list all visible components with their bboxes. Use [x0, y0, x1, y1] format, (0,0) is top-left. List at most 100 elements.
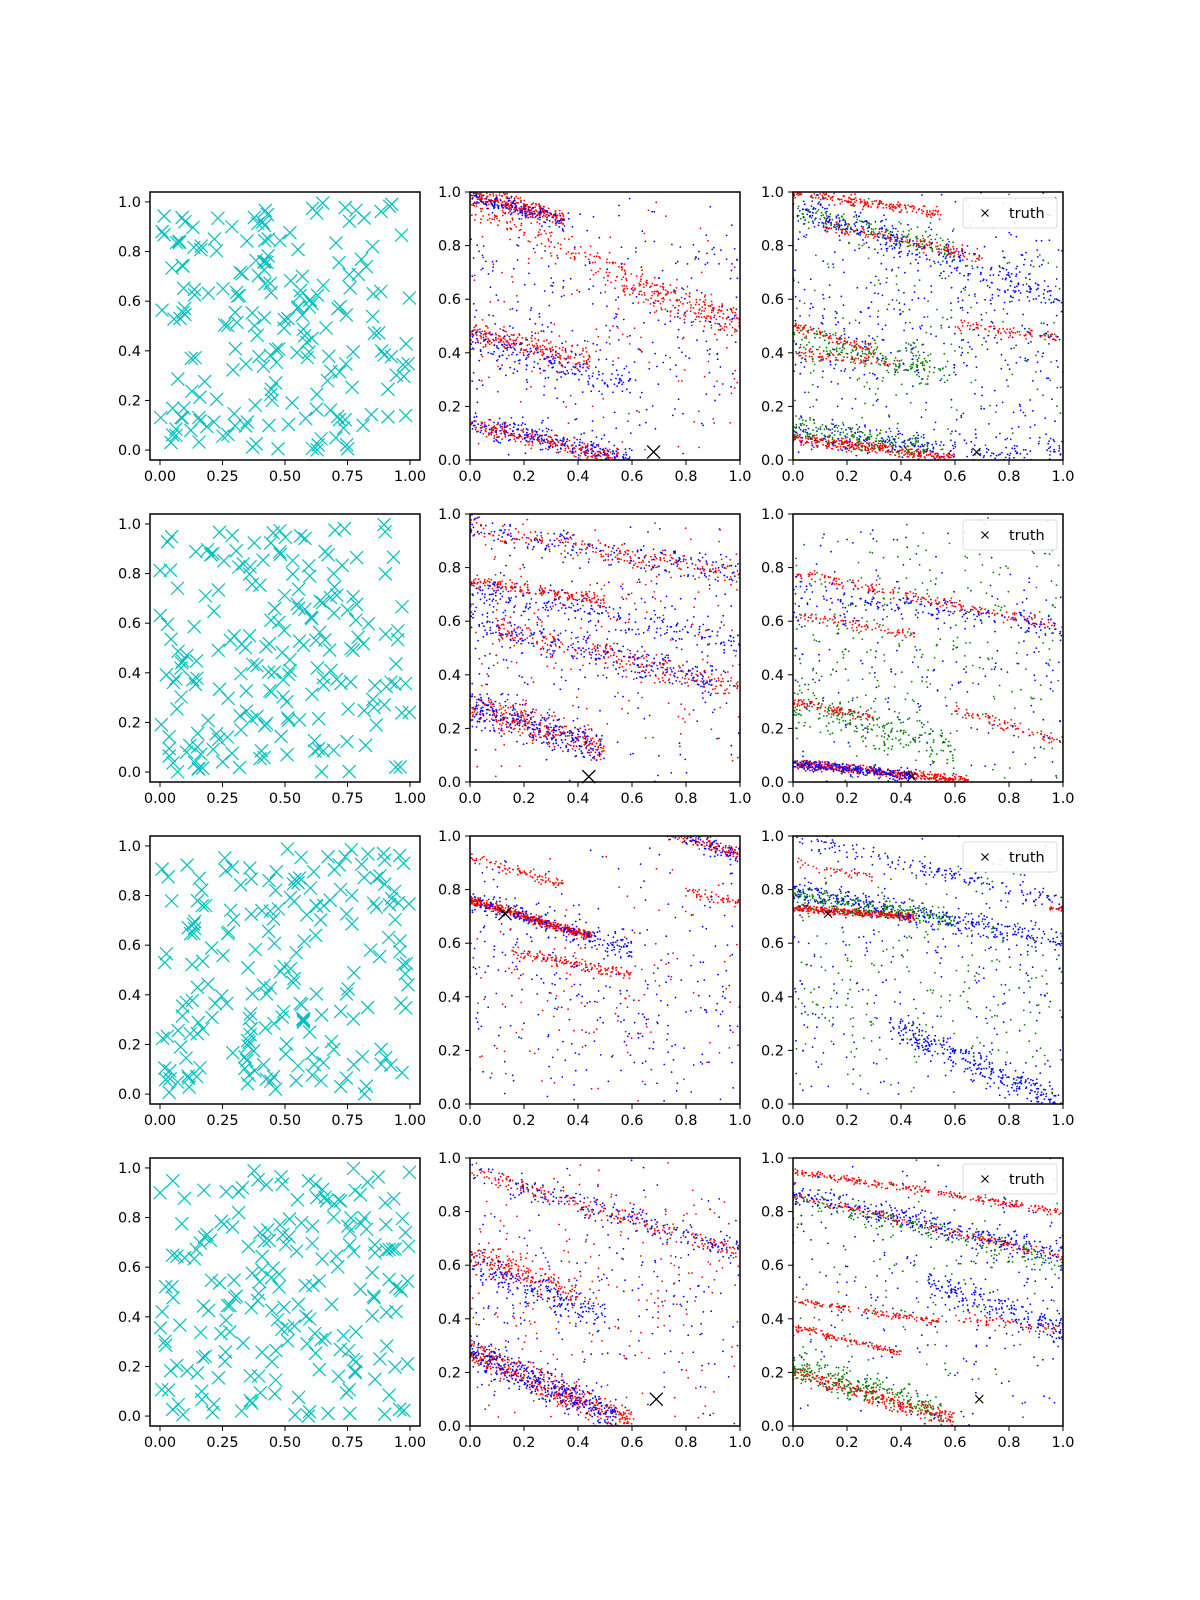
- blue-point: [541, 430, 544, 432]
- red-point: [621, 441, 624, 443]
- blue-point: [472, 202, 475, 205]
- blue-point: [709, 206, 712, 208]
- green-point: [1053, 333, 1056, 336]
- red-point: [571, 444, 573, 446]
- uniform-point: [354, 252, 369, 267]
- green-point: [882, 254, 885, 257]
- red-point: [509, 220, 512, 223]
- green-point: [1007, 385, 1009, 388]
- red-point: [884, 364, 886, 367]
- red-point: [540, 213, 542, 215]
- blue-point: [825, 226, 828, 229]
- red-point: [942, 452, 945, 455]
- blue-point: [585, 370, 587, 372]
- red-point: [855, 357, 857, 360]
- green-point: [916, 226, 919, 229]
- green-point: [860, 355, 863, 358]
- green-point: [877, 358, 880, 361]
- green-point: [799, 423, 802, 425]
- green-point: [895, 394, 897, 396]
- blue-point: [620, 262, 623, 265]
- blue-point: [899, 245, 902, 247]
- red-point: [887, 445, 890, 448]
- blue-point: [709, 348, 711, 351]
- red-point: [848, 449, 850, 452]
- red-point: [898, 453, 900, 455]
- blue-point: [1005, 268, 1008, 271]
- red-point: [607, 274, 610, 277]
- blue-point: [479, 431, 482, 434]
- red-point: [835, 231, 837, 234]
- uniform-point: [256, 359, 271, 374]
- green-point: [926, 443, 929, 446]
- blue-point: [592, 285, 595, 287]
- blue-point: [1051, 398, 1053, 401]
- blue-point: [527, 216, 530, 219]
- green-point: [812, 435, 814, 438]
- red-point: [543, 229, 546, 232]
- red-point: [506, 192, 508, 195]
- blue-point: [512, 372, 515, 375]
- red-point: [725, 326, 728, 328]
- blue-point: [1010, 280, 1013, 283]
- red-point: [503, 330, 506, 332]
- red-point: [521, 336, 524, 339]
- red-point: [503, 200, 506, 203]
- blue-point: [916, 431, 918, 434]
- uniform-point: [399, 336, 414, 351]
- red-point: [923, 205, 926, 208]
- blue-point: [859, 234, 861, 237]
- blue-point: [985, 340, 987, 343]
- red-point: [886, 235, 889, 238]
- blue-point: [885, 268, 888, 271]
- red-point: [884, 446, 887, 449]
- blue-point: [475, 331, 477, 334]
- blue-point: [952, 456, 955, 458]
- uniform-point: [245, 440, 260, 454]
- blue-point: [513, 347, 516, 350]
- red-point: [497, 201, 500, 204]
- green-point: [926, 378, 929, 380]
- blue-point: [981, 386, 983, 389]
- blue-point: [919, 328, 922, 330]
- red-point: [569, 357, 571, 359]
- red-point: [530, 208, 533, 211]
- blue-point: [664, 354, 667, 357]
- uniform-point: [310, 442, 325, 457]
- red-point: [527, 441, 529, 443]
- red-point: [1010, 330, 1013, 333]
- blue-point: [1024, 449, 1027, 451]
- blue-point: [676, 336, 679, 339]
- red-point: [502, 341, 505, 343]
- blue-point: [616, 325, 618, 328]
- red-point: [876, 206, 879, 209]
- uniform-point: [302, 345, 316, 359]
- red-point: [561, 212, 564, 215]
- uniform-point: [169, 235, 184, 250]
- red-point: [869, 448, 872, 451]
- red-point: [485, 332, 488, 335]
- blue-point: [953, 366, 956, 369]
- blue-point: [886, 364, 889, 367]
- green-point: [869, 343, 872, 346]
- red-point: [947, 455, 950, 458]
- blue-point: [1001, 250, 1004, 253]
- green-point: [872, 228, 875, 231]
- blue-point: [638, 424, 641, 427]
- blue-point: [491, 212, 494, 214]
- blue-point: [831, 432, 833, 434]
- red-point: [605, 452, 608, 455]
- red-point: [538, 222, 541, 225]
- green-point: [948, 240, 950, 243]
- red-point: [518, 334, 521, 337]
- red-point: [839, 202, 842, 205]
- green-point: [916, 374, 918, 376]
- blue-point: [617, 374, 619, 376]
- blue-point: [849, 440, 851, 442]
- blue-point: [584, 446, 587, 449]
- green-point: [854, 319, 857, 322]
- red-point: [1009, 334, 1012, 337]
- green-point: [923, 443, 926, 446]
- uniform-point: [247, 318, 262, 333]
- red-point: [731, 311, 734, 314]
